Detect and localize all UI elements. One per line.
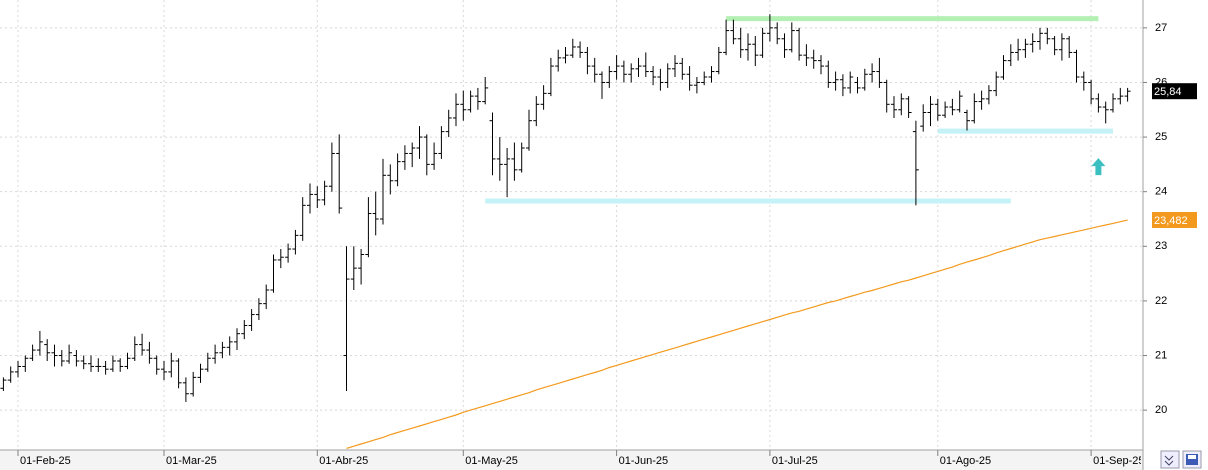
y-tick-label: 21 <box>1155 349 1167 361</box>
plot-background <box>0 0 1143 450</box>
price-tag <box>1152 211 1197 228</box>
x-tick-label: 01-May-25 <box>465 455 518 467</box>
x-tick-label: 01-Abr-25 <box>319 455 368 467</box>
y-tick-label: 20 <box>1155 404 1167 416</box>
y-tick-label: 27 <box>1155 22 1167 34</box>
x-axis-panel <box>0 450 1143 470</box>
plot-area <box>0 14 1131 449</box>
x-axis: 01-Feb-25 01-Mar-25 01-Abr-25 01-May-25 01-J… <box>17 450 1144 467</box>
moving-average-line <box>346 219 1128 449</box>
save-icon-label <box>1188 455 1196 459</box>
zoom-icon <box>1164 455 1174 466</box>
y-tick-label: 24 <box>1155 186 1167 198</box>
price-tag <box>1152 83 1197 100</box>
x-tick-label: 01-Jul-25 <box>772 455 818 467</box>
price-tag-label: 25,84 <box>1154 86 1182 98</box>
y-tick-label: 23 <box>1155 240 1167 252</box>
grid <box>0 0 1143 450</box>
x-tick-label: 01-Mar-25 <box>166 455 217 467</box>
x-tick-label: 01-Jun-25 <box>619 455 669 467</box>
save-icon <box>1186 454 1198 465</box>
signal-arrow <box>1091 158 1106 176</box>
x-tick-label: 01-Ago-25 <box>940 455 991 467</box>
toolbar <box>1160 450 1202 469</box>
y-tick-label: 22 <box>1155 295 1167 307</box>
y-tick-label: 25 <box>1155 131 1167 143</box>
x-tick-label: 01-Sep-25 <box>1093 455 1144 467</box>
price-tag-label: 23,482 <box>1154 215 1188 227</box>
x-tick-label: 01-Feb-25 <box>20 455 71 467</box>
